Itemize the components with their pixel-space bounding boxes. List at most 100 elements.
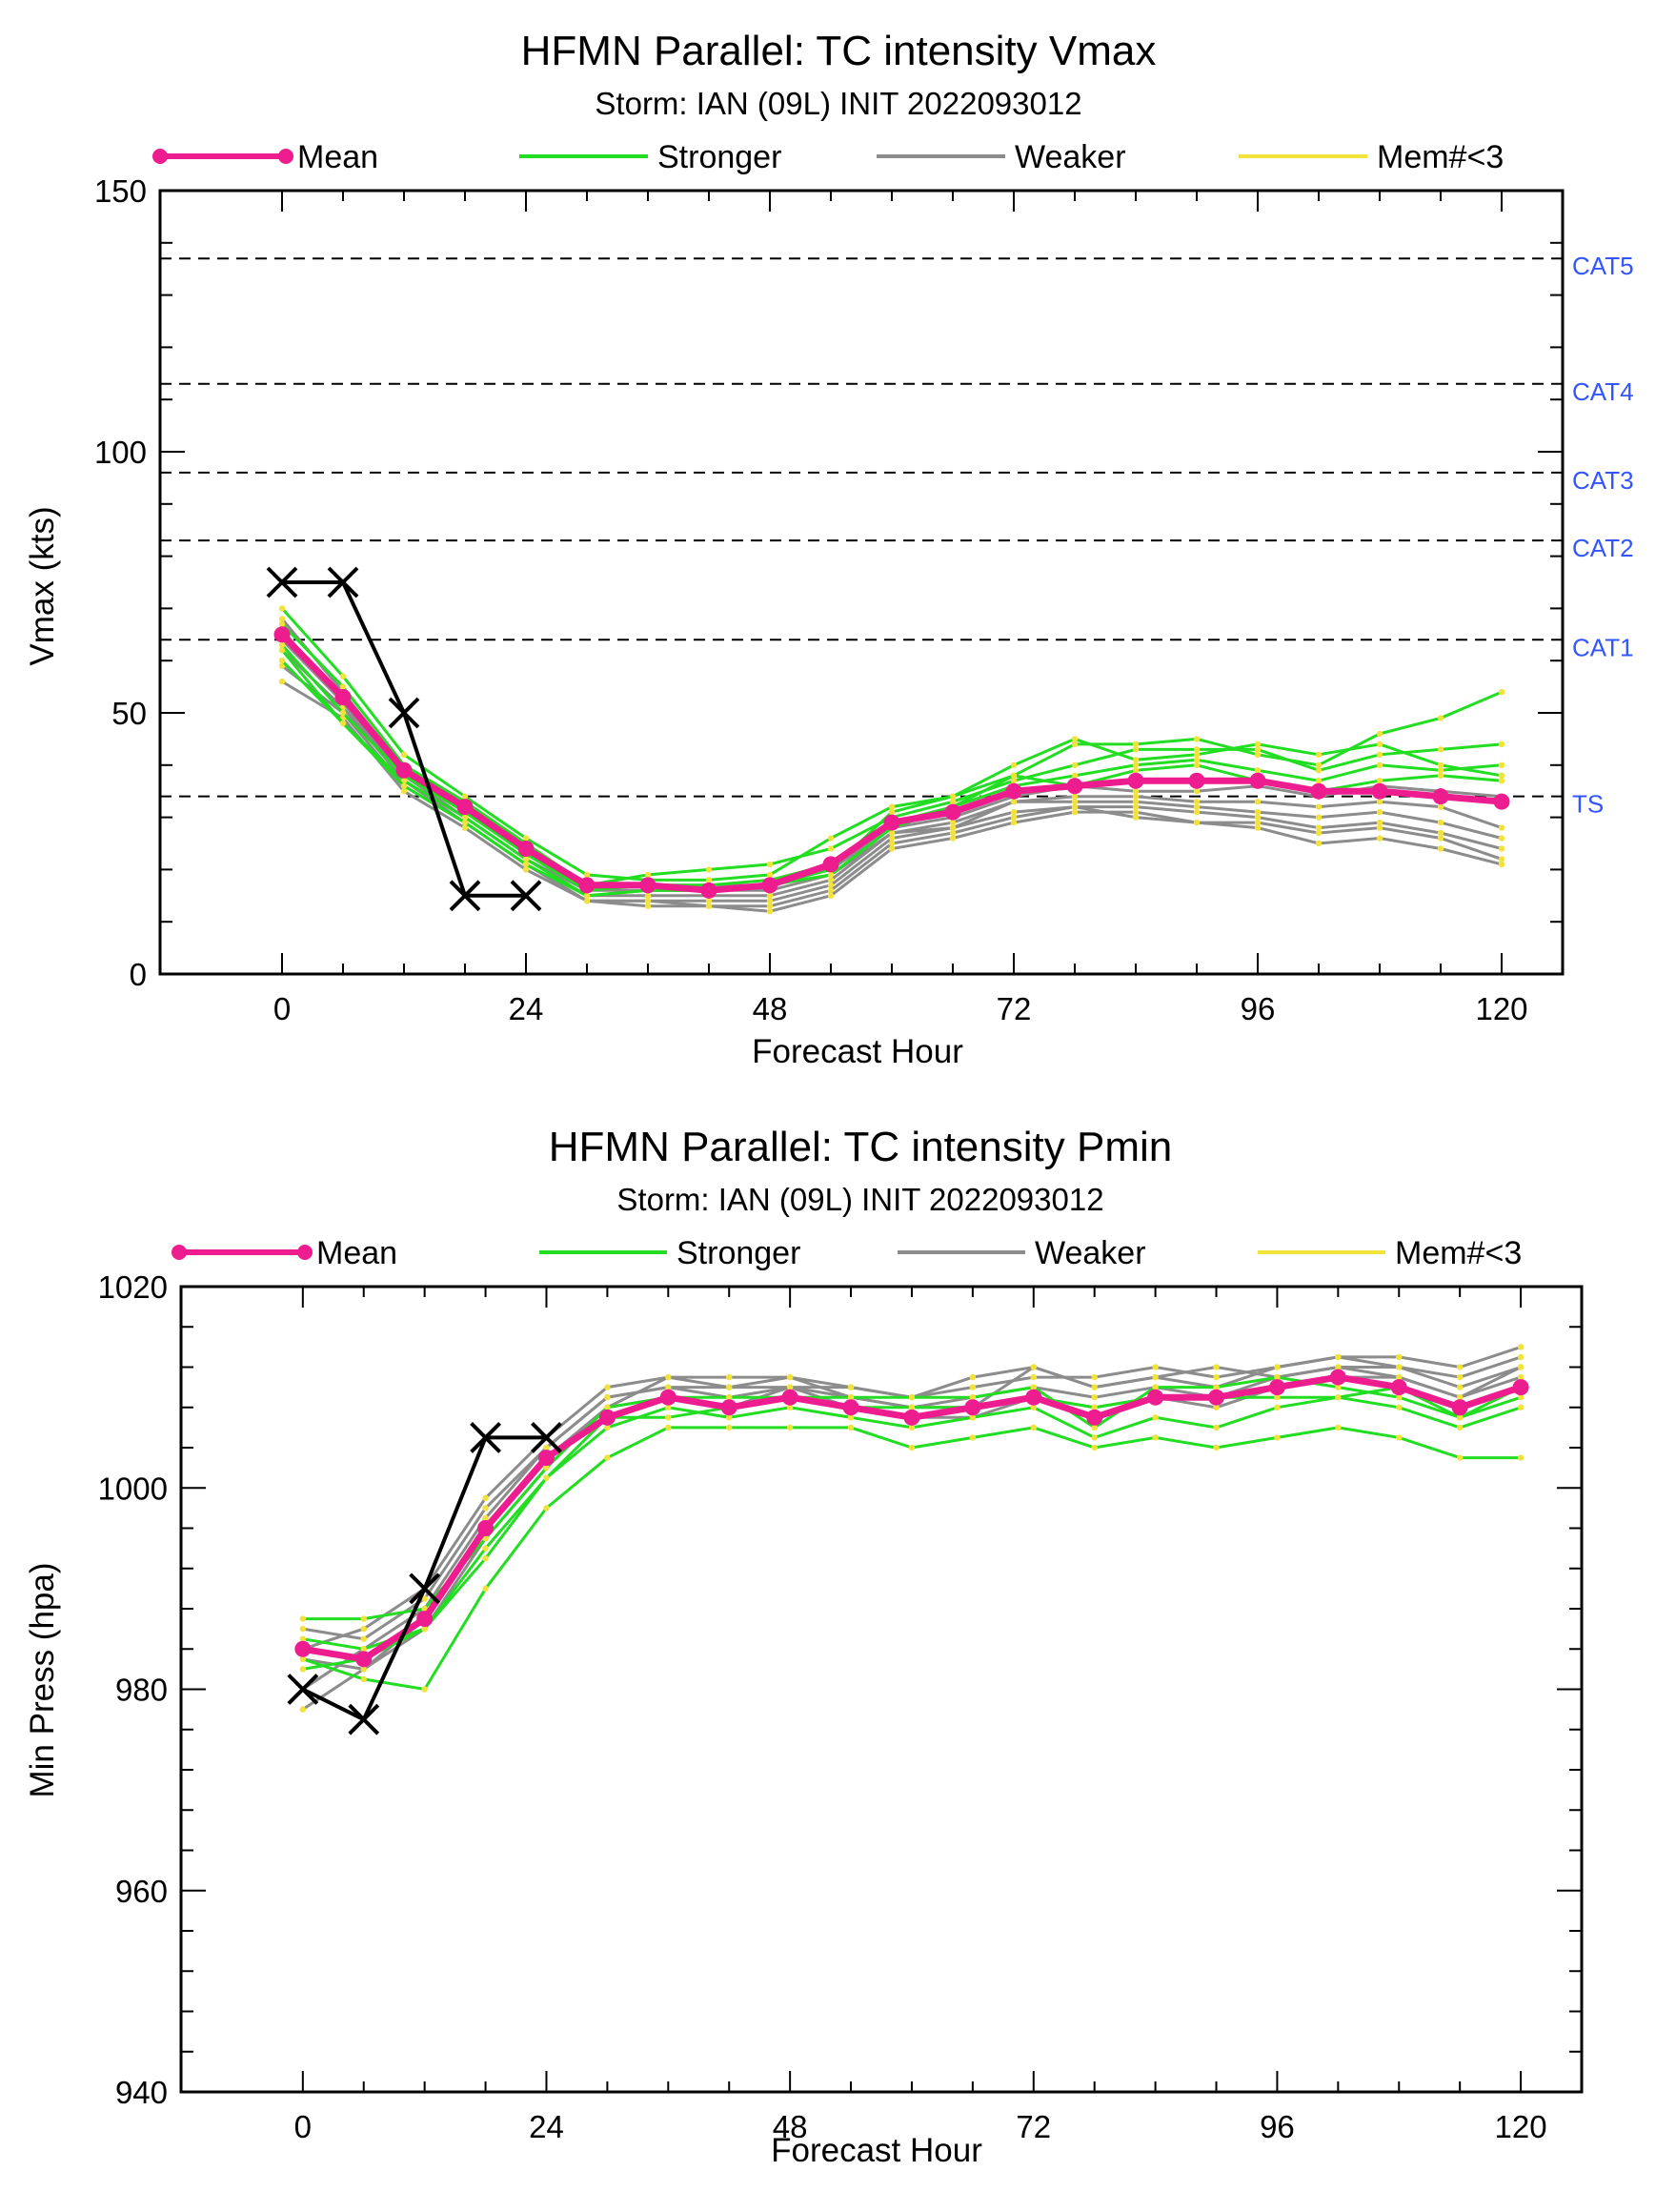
pmin-member-point (908, 1404, 916, 1410)
vmax-member-point (1437, 835, 1444, 842)
pmin-member-point (665, 1404, 672, 1410)
pmin-member-point (1091, 1393, 1098, 1401)
vmax-member-point (949, 829, 957, 837)
pmin-member-point (1335, 1364, 1342, 1370)
pmin-member-point (1274, 1373, 1281, 1381)
vmax-member-point (278, 620, 286, 628)
vmax-member-point (1193, 803, 1201, 810)
vmax-member-point (705, 903, 713, 909)
pmin-member-point (969, 1393, 977, 1401)
pmin-member-point (786, 1373, 794, 1381)
vmax-member-point (1376, 730, 1383, 738)
vmax-ref-label-cat1: CAT1 (1572, 633, 1634, 661)
pmin-data-layer (287, 1344, 1529, 1735)
vmax-member-point (644, 898, 652, 904)
pmin-member-point (1335, 1353, 1342, 1361)
vmax-member-point (1193, 761, 1201, 768)
pmin-member-point (1030, 1384, 1037, 1390)
vmax-member-point (1437, 767, 1444, 774)
pmin-member-point (847, 1414, 855, 1421)
pmin-member-point (421, 1605, 428, 1613)
vmax-member-point (1132, 793, 1140, 800)
pmin-member-point (1456, 1424, 1464, 1431)
vmax-member-point (522, 835, 530, 842)
vmax-panel: HFMN Parallel: TC intensity Vmax Storm: … (24, 28, 1634, 1070)
vmax-member-point (339, 683, 347, 690)
pmin-y-axis-label: Min Press (hpa) (24, 1562, 61, 1797)
vmax-plot-area: CAT5 CAT4 CAT3 CAT2 CAT1 TS 0 24 48 72 96 120 0 50 100… (94, 173, 1634, 1026)
pmin-mean-point (659, 1389, 676, 1406)
vmax-member-point (1010, 761, 1018, 768)
vmax-legend-mean-marker-end (278, 149, 293, 164)
pmin-member-point (1517, 1454, 1525, 1461)
pmin-member-point (1152, 1434, 1159, 1441)
vmax-member-point (1376, 808, 1383, 816)
vmax-member-point (1376, 835, 1383, 842)
pmin-obs-marker (531, 1422, 562, 1453)
pmin-member-point (1396, 1404, 1403, 1410)
pmin-y-tick-label: 1020 (98, 1269, 168, 1305)
vmax-member-point (888, 808, 896, 816)
pmin-member-point (1456, 1384, 1464, 1390)
vmax-member-point (522, 861, 530, 868)
vmax-mean-point (700, 882, 717, 899)
vmax-mean-point (517, 840, 535, 857)
vmax-member-point (1071, 736, 1079, 742)
vmax-member-point (827, 877, 835, 883)
pmin-member-point (1335, 1384, 1342, 1390)
vmax-member-point (1193, 788, 1201, 795)
vmax-member-point (278, 641, 286, 648)
vmax-legend: Mean Stronger Weaker Mem#<3 (152, 139, 1504, 175)
pmin-member-point (482, 1514, 489, 1522)
pmin-member-point (665, 1373, 672, 1381)
pmin-member-point (1396, 1434, 1403, 1441)
vmax-member-point (1254, 819, 1262, 826)
pmin-member-point (908, 1393, 916, 1401)
vmax-member-point (1132, 757, 1140, 763)
vmax-member-point (1010, 814, 1018, 821)
pmin-member-point (1517, 1364, 1525, 1370)
pmin-member-point (1091, 1434, 1098, 1441)
vmax-member-point (1132, 788, 1140, 795)
vmax-member-point (705, 877, 713, 883)
pmin-member-point (1091, 1373, 1098, 1381)
pmin-member-point (1517, 1353, 1525, 1361)
vmax-member-point (1315, 761, 1323, 768)
pmin-member-point (421, 1625, 428, 1633)
pmin-member-point (665, 1414, 672, 1421)
vmax-member-point (461, 793, 469, 800)
pmin-member-point (543, 1444, 550, 1451)
vmax-member-point (827, 887, 835, 894)
pmin-member-point (1030, 1404, 1037, 1410)
vmax-member-point (1193, 746, 1201, 753)
pmin-member-point (543, 1505, 550, 1512)
pmin-obs-marker (409, 1573, 441, 1605)
vmax-mean-point (578, 877, 596, 894)
pmin-panel: HFMN Parallel: TC intensity Pmin Storm: … (24, 1124, 1584, 2169)
vmax-member-point (1437, 803, 1444, 810)
vmax-member-point (1315, 814, 1323, 821)
vmax-member-point (1132, 814, 1140, 821)
pmin-member-point (1456, 1454, 1464, 1461)
vmax-mean-point (1371, 782, 1388, 800)
vmax-member-point (1315, 778, 1323, 784)
pmin-member-point (1456, 1414, 1464, 1421)
vmax-member-point (949, 793, 957, 800)
vmax-member-point (1132, 741, 1140, 748)
vmax-plot-frame (158, 189, 1565, 976)
vmax-member-point (1376, 778, 1383, 784)
pmin-mean-point (1268, 1379, 1285, 1396)
vmax-mean-point (395, 761, 413, 779)
vmax-member-point (766, 871, 774, 879)
pmin-member-point (421, 1686, 428, 1693)
vmax-legend-mean-label: Mean (297, 139, 378, 175)
pmin-member-point (299, 1625, 307, 1633)
pmin-member-point (1091, 1384, 1098, 1390)
vmax-member-point (278, 662, 286, 669)
vmax-member-point (827, 845, 835, 852)
vmax-member-point (1010, 772, 1018, 779)
vmax-x-tick-label: 72 (997, 991, 1032, 1026)
vmax-member-point (583, 892, 591, 899)
vmax-chart-title: HFMN Parallel: TC intensity Vmax (521, 28, 1157, 74)
vmax-member-point (766, 861, 774, 868)
